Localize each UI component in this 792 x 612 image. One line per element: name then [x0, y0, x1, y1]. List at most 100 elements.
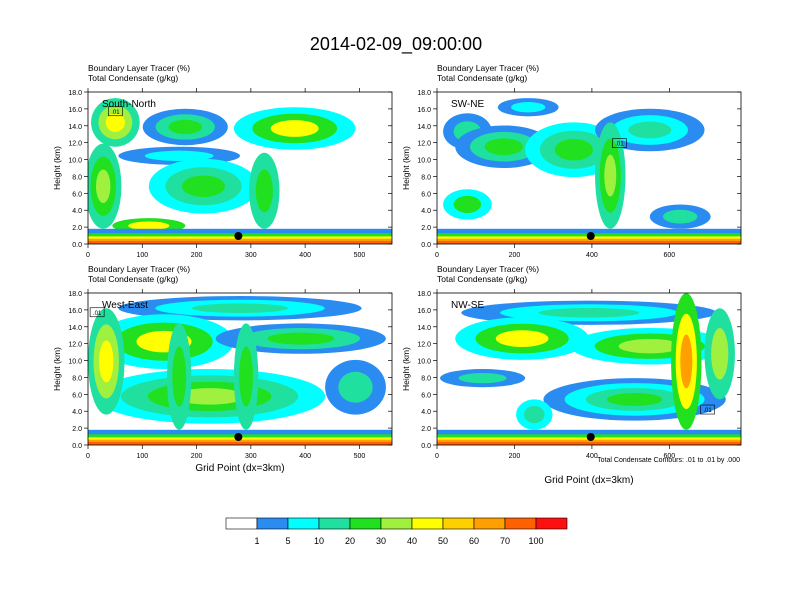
y-tick-label: 10.0	[68, 359, 82, 366]
x-tick-label: 600	[664, 252, 676, 259]
contour-label-box	[89, 307, 105, 318]
colorbar-swatch	[256, 517, 289, 530]
y-axis-title: Height (km)	[401, 146, 411, 190]
tracer-field-shade	[628, 121, 672, 139]
contour-label-text: .01	[93, 311, 102, 317]
tracer-field-shade	[338, 371, 373, 403]
tracer-field-shade	[105, 112, 125, 132]
plot-frame	[436, 91, 742, 245]
figure-title: 2014-02-09_09:00:00	[310, 34, 482, 55]
y-tick-label: 8.0	[72, 174, 82, 181]
tracer-field-shade	[181, 175, 226, 198]
boundary-layer-band	[88, 441, 392, 445]
colorbar-swatch	[473, 517, 506, 530]
colorbar-label: 5	[285, 536, 290, 546]
contour-label-box	[700, 404, 715, 415]
tracer-field-shade	[663, 209, 698, 224]
contour-label-box	[108, 106, 123, 117]
plot-frame	[436, 292, 742, 446]
x-tick-label: 500	[354, 453, 366, 460]
colorbar-swatch	[318, 517, 351, 530]
tracer-field-shade	[168, 119, 203, 135]
plot-frame	[87, 292, 393, 446]
y-tick-label: 4.0	[72, 409, 82, 416]
location-marker	[586, 433, 595, 441]
y-axis-title: Height (km)	[52, 146, 62, 190]
y-tick-label: 2.0	[421, 225, 431, 232]
y-tick-label: 16.0	[68, 107, 82, 114]
colorbar-label: 10	[314, 536, 324, 546]
panel-west-east: Boundary Layer Tracer (%)Total Condensat…	[52, 264, 393, 474]
panel-nw-se: Boundary Layer Tracer (%)Total Condensat…	[401, 264, 742, 486]
y-tick-label: 10.0	[68, 158, 82, 165]
panel-label: NW-SE	[451, 300, 484, 311]
colorbar-label: 60	[469, 536, 479, 546]
x-tick-label: 400	[586, 252, 598, 259]
x-tick-label: 400	[586, 453, 598, 460]
x-tick-label: 0	[435, 453, 439, 460]
location-marker	[234, 433, 243, 441]
x-axis-title: Grid Point (dx=3km)	[544, 475, 633, 486]
plot-area: .01	[437, 92, 741, 244]
tracer-field-shade	[484, 138, 524, 156]
x-tick-label: 0	[86, 252, 90, 259]
field-label: Boundary Layer Tracer (%)	[437, 63, 539, 73]
plot-area: .01	[88, 92, 392, 244]
x-tick-label: 200	[509, 453, 521, 460]
colorbar-label: 100	[528, 536, 543, 546]
y-tick-label: 14.0	[68, 325, 82, 332]
tracer-field-shade	[458, 372, 507, 384]
panels: Boundary Layer Tracer (%)Total Condensat…	[52, 63, 742, 486]
colorbar-swatch	[225, 517, 258, 530]
y-tick-label: 6.0	[421, 191, 431, 198]
x-tick-label: 0	[86, 453, 90, 460]
y-tick-label: 8.0	[72, 375, 82, 382]
y-tick-label: 6.0	[421, 392, 431, 399]
contour-label: Total Condensate (g/kg)	[437, 73, 527, 83]
x-tick-label: 600	[664, 453, 676, 460]
y-tick-label: 8.0	[421, 375, 431, 382]
panel-label: SW-NE	[451, 99, 484, 110]
y-tick-label: 12.0	[68, 342, 82, 349]
y-tick-label: 0.0	[421, 443, 431, 450]
colorbar-swatch	[504, 517, 537, 530]
tracer-field-shade	[270, 120, 319, 137]
tracer-field-shade	[172, 346, 187, 407]
colorbar-swatch	[442, 517, 475, 530]
y-tick-label: 2.0	[421, 426, 431, 433]
x-tick-label: 0	[435, 252, 439, 259]
panel-label: West-East	[102, 300, 148, 311]
y-tick-label: 18.0	[68, 291, 82, 298]
y-tick-label: 14.0	[68, 124, 82, 131]
field-label: Boundary Layer Tracer (%)	[88, 63, 190, 73]
location-marker	[586, 232, 595, 240]
plot-area: .01	[88, 293, 392, 445]
y-tick-label: 16.0	[68, 308, 82, 315]
panel-label: South-North	[102, 99, 156, 110]
x-tick-label: 100	[136, 252, 148, 259]
x-tick-label: 300	[245, 252, 257, 259]
colorbar: 1 5 10 20 30 40 50 60 70 100	[225, 517, 568, 546]
x-tick-label: 400	[299, 252, 311, 259]
tracer-field-shade	[495, 330, 549, 347]
colorbar-swatch	[287, 517, 320, 530]
colorbar-label: 20	[345, 536, 355, 546]
contour-label: Total Condensate (g/kg)	[88, 73, 178, 83]
colorbar-swatch	[349, 517, 382, 530]
y-tick-label: 8.0	[421, 174, 431, 181]
tracer-field-shade	[618, 339, 681, 354]
y-tick-label: 4.0	[421, 208, 431, 215]
y-tick-label: 4.0	[421, 409, 431, 416]
tracer-field-shade	[192, 303, 288, 313]
colorbar-swatch	[380, 517, 413, 530]
y-tick-label: 10.0	[417, 158, 431, 165]
y-tick-label: 0.0	[72, 443, 82, 450]
tracer-field-shade	[239, 346, 253, 407]
y-tick-label: 18.0	[417, 90, 431, 97]
contour-label-text: .01	[615, 142, 624, 148]
x-tick-label: 100	[136, 453, 148, 460]
y-tick-label: 6.0	[72, 191, 82, 198]
y-tick-label: 16.0	[417, 308, 431, 315]
tracer-field-shade	[538, 307, 640, 318]
y-tick-label: 10.0	[417, 359, 431, 366]
